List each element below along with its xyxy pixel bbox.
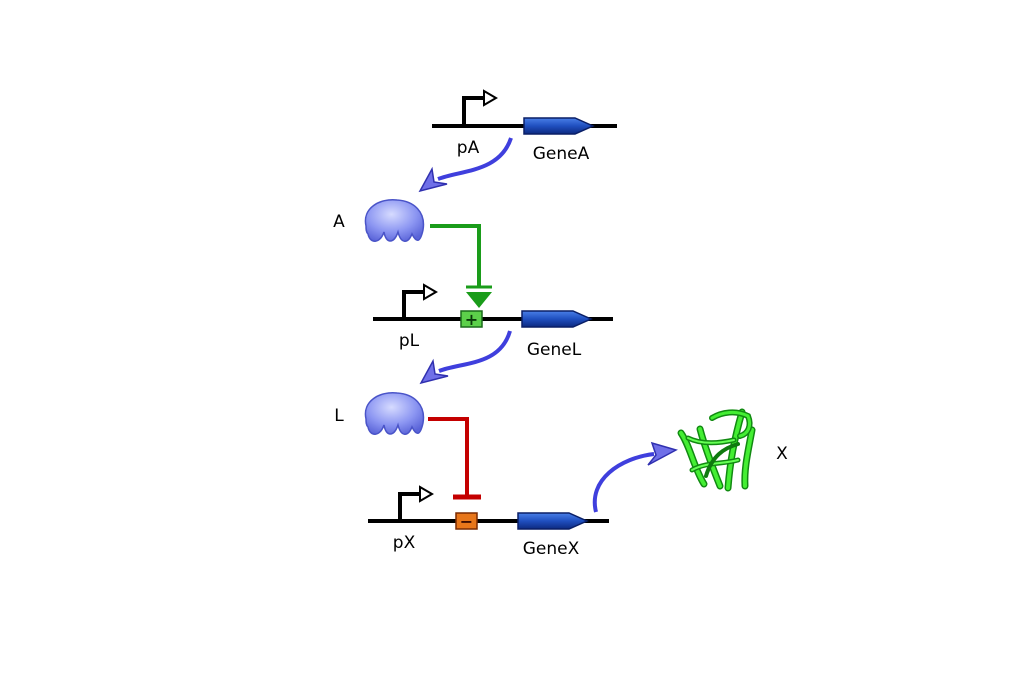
- cds-icon: [521, 310, 593, 328]
- promoter-arrow-icon: [462, 89, 498, 126]
- protein-blob-icon: [364, 199, 425, 242]
- repression-arrow-icon: [428, 417, 481, 500]
- output-protein-x: X: [677, 408, 788, 492]
- protein-label: A: [333, 212, 345, 232]
- expression-arrow-icon: [418, 137, 513, 193]
- operator-symbol: +: [465, 310, 478, 329]
- repressor-operator-icon: −: [455, 512, 478, 531]
- operator-symbol: −: [460, 512, 473, 531]
- gene-label: GeneX: [523, 539, 580, 559]
- promoter-label: pA: [457, 138, 480, 158]
- protein-l: L: [334, 392, 425, 435]
- protein-label: L: [334, 406, 344, 426]
- gene-label: GeneA: [533, 144, 590, 164]
- expression-arrow-icon: [592, 441, 678, 513]
- construct-l: + pL GeneL: [373, 283, 613, 385]
- cds-icon: [517, 512, 589, 530]
- activation-arrow-icon: [430, 224, 492, 308]
- promoter-arrow-icon: [402, 283, 438, 319]
- construct-x: − pX GeneX: [368, 441, 678, 559]
- expression-arrow-icon: [419, 330, 512, 385]
- green-protein-ribbon-icon: [677, 408, 756, 492]
- activator-operator-icon: +: [460, 310, 483, 329]
- protein-a: A: [333, 199, 425, 242]
- protein-label: X: [776, 444, 788, 464]
- cds-icon: [523, 117, 595, 135]
- promoter-label: pX: [393, 533, 416, 553]
- gene-label: GeneL: [527, 340, 582, 360]
- promoter-label: pL: [399, 331, 420, 351]
- promoter-arrow-icon: [398, 485, 434, 521]
- construct-a: pA GeneA: [418, 89, 617, 193]
- protein-blob-icon: [364, 392, 425, 435]
